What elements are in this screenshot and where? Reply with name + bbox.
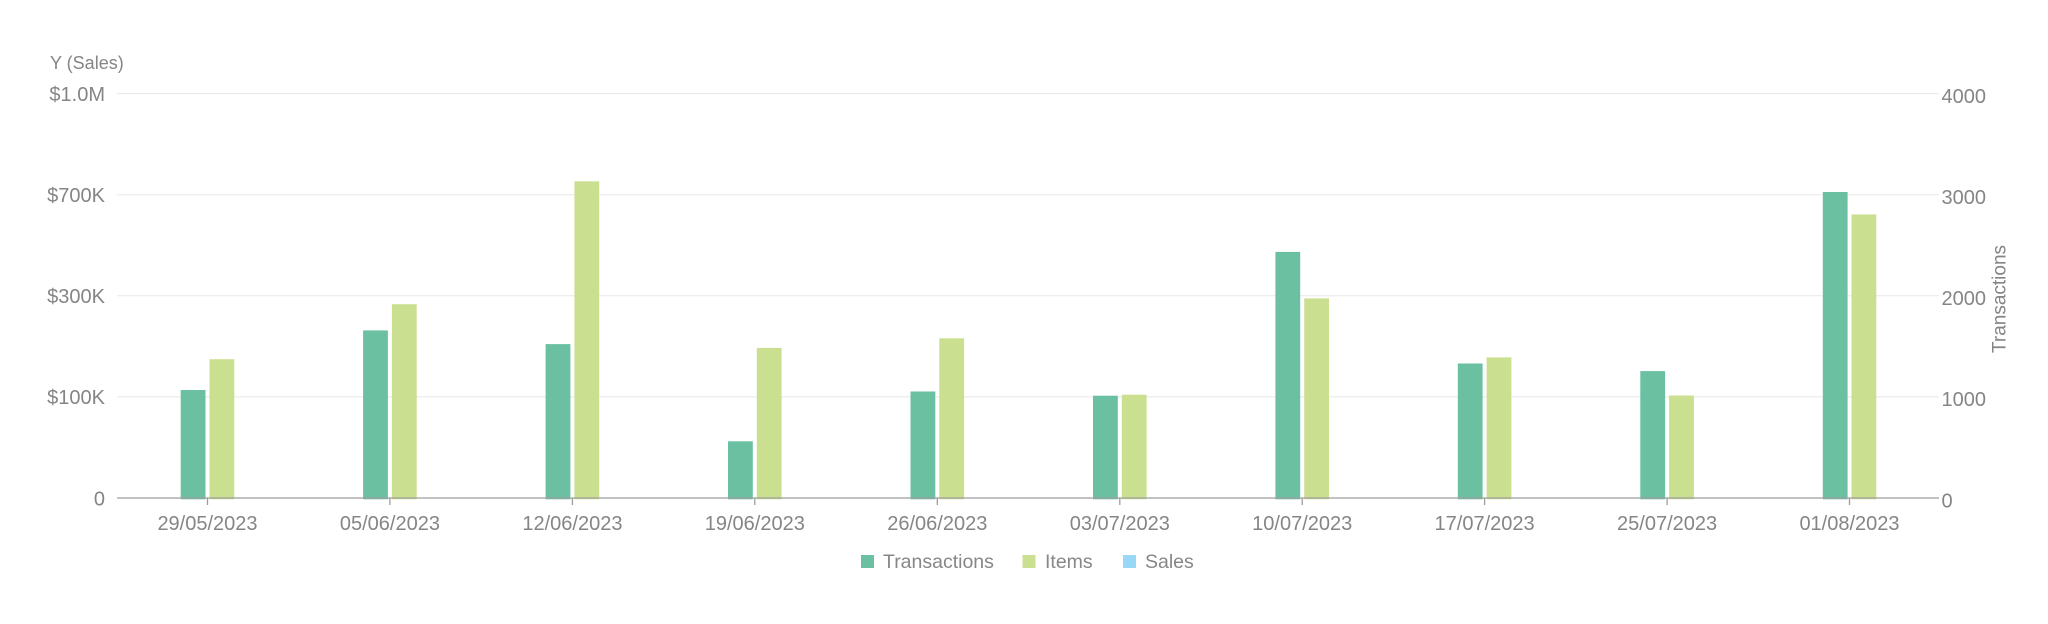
svg-text:26/06/2023: 26/06/2023 (887, 513, 987, 535)
svg-text:19/06/2023: 19/06/2023 (705, 513, 805, 535)
svg-text:Items: Items (1045, 551, 1093, 573)
svg-text:$700K: $700K (47, 185, 105, 207)
svg-text:Sales: Sales (1145, 551, 1194, 573)
svg-text:Transactions: Transactions (883, 551, 994, 573)
svg-text:$100K: $100K (47, 387, 105, 409)
svg-text:12/06/2023: 12/06/2023 (522, 513, 622, 535)
svg-text:4000: 4000 (1942, 86, 1987, 108)
svg-text:10/07/2023: 10/07/2023 (1252, 513, 1352, 535)
svg-text:0: 0 (94, 488, 105, 510)
svg-text:25/07/2023: 25/07/2023 (1617, 513, 1717, 535)
svg-text:Transactions: Transactions (1990, 245, 2011, 353)
svg-text:0: 0 (1942, 490, 1953, 512)
svg-text:03/07/2023: 03/07/2023 (1070, 513, 1170, 535)
svg-text:2000: 2000 (1942, 288, 1987, 310)
svg-text:17/07/2023: 17/07/2023 (1435, 513, 1535, 535)
svg-text:01/08/2023: 01/08/2023 (1799, 513, 1899, 535)
svg-text:05/06/2023: 05/06/2023 (340, 513, 440, 535)
svg-text:Y (Sales): Y (Sales) (50, 53, 124, 73)
svg-text:$300K: $300K (47, 286, 105, 308)
svg-text:29/05/2023: 29/05/2023 (157, 513, 257, 535)
svg-text:$1.0M: $1.0M (49, 84, 105, 106)
svg-text:3000: 3000 (1942, 187, 1987, 209)
svg-text:1000: 1000 (1942, 389, 1987, 411)
